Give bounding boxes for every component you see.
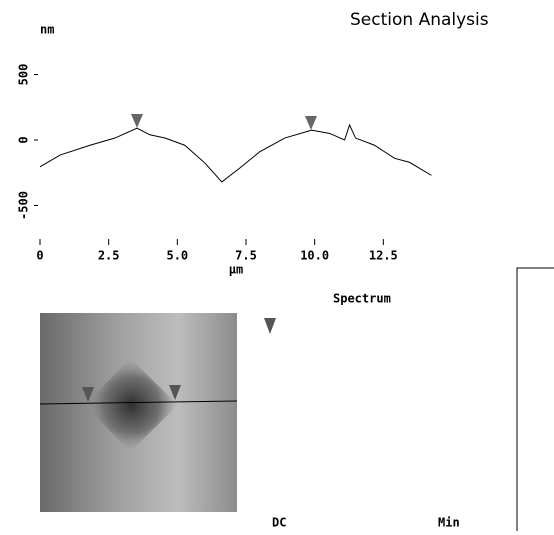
spectrum-label: DC [272,516,286,530]
x-tick-label: 7.5 [235,249,257,263]
page: Section Analysis nm µm Spectrum DC Min -… [0,0,554,531]
cursor-marker [305,116,317,130]
x-axis-label: µm [229,263,243,277]
x-tick-label: 0 [36,249,43,263]
profile-line [40,125,431,182]
x-tick-label: 5.0 [166,249,188,263]
screen: Section Analysis nm µm Spectrum DC Min -… [0,0,554,531]
x-tick-label: 12.5 [369,249,398,263]
spectrum-title: Spectrum [333,292,391,306]
window-title: Section Analysis [350,10,489,30]
x-tick-label: 2.5 [98,249,120,263]
x-tick-label: 10.0 [300,249,329,263]
spectrum-label: Min [438,516,460,530]
panel-border [517,268,554,531]
y-tick-label: 500 [17,64,31,86]
spectrum-marker [264,318,276,334]
y-axis-label: nm [40,23,54,37]
y-tick-label: -500 [17,191,31,220]
y-tick-label: 0 [17,136,31,143]
cursor-marker [131,114,143,128]
